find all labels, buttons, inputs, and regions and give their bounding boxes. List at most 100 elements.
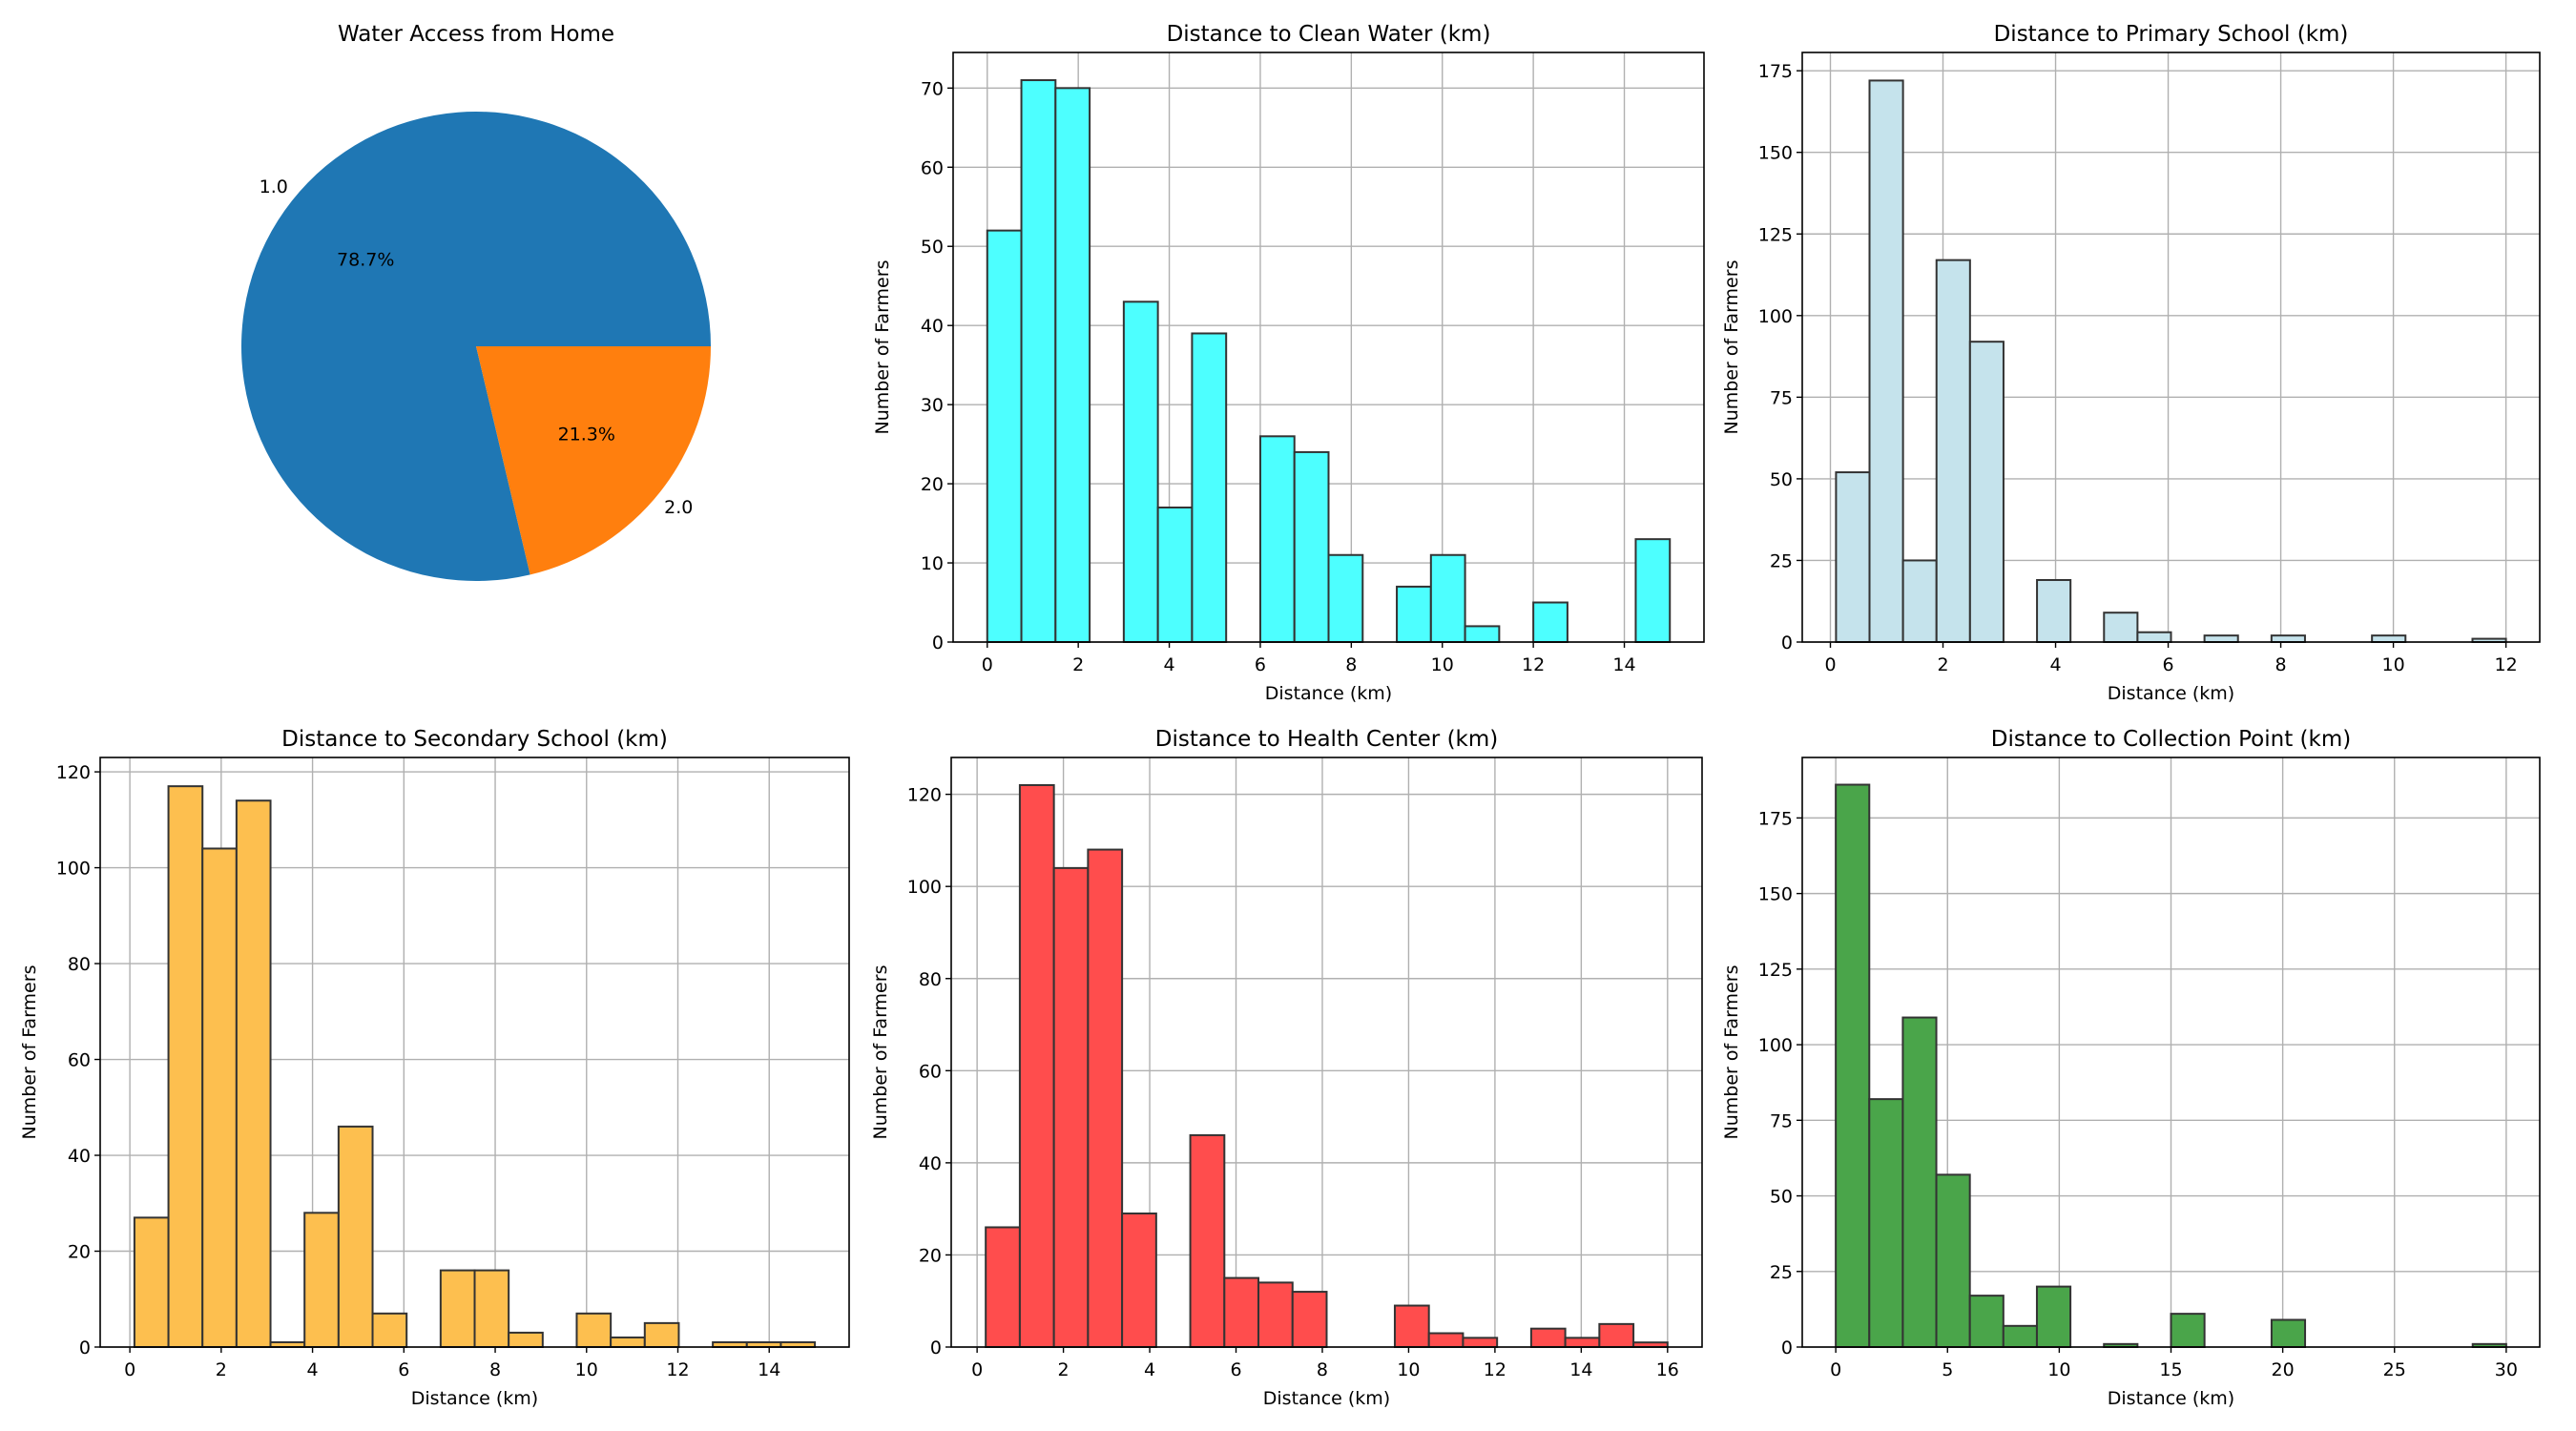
- histogram-bar: [371, 1312, 408, 1348]
- y-tick-label: 175: [1758, 61, 1793, 82]
- histogram-5: 0 5 10 15 20 25 30 0 25 50 75 100 125 150 175 Distance …: [1721, 727, 2541, 1409]
- histogram-bar: [575, 1312, 613, 1348]
- y-tick-label: 100: [56, 859, 91, 880]
- histogram-bar: [1087, 848, 1124, 1348]
- histogram-bar: [1189, 1133, 1226, 1348]
- x-tick-label: 8: [489, 1359, 501, 1380]
- histogram-bar: [1223, 1276, 1260, 1348]
- x-tick-label: 4: [307, 1359, 319, 1380]
- y-tick-label: 10: [921, 553, 944, 574]
- y-tick-label: 20: [921, 474, 944, 495]
- histogram-bar: [610, 1336, 646, 1348]
- y-tick-label: 40: [68, 1146, 91, 1167]
- x-tick-label: 6: [1255, 654, 1266, 675]
- x-tick-label: 5: [1942, 1359, 1953, 1380]
- x-tick-label: 2: [1072, 654, 1084, 675]
- histogram-bar: [1901, 559, 1938, 644]
- y-tick-label: 0: [79, 1338, 91, 1358]
- y-tick-label: 80: [68, 954, 91, 975]
- histogram-bar: [1564, 1337, 1601, 1348]
- histogram-bar: [1835, 471, 1871, 644]
- histogram-bar: [508, 1331, 544, 1349]
- y-tick-label: 125: [1758, 960, 1793, 981]
- x-tick-label: 16: [1656, 1359, 1679, 1380]
- chart-title: Distance to Secondary School (km): [281, 727, 668, 752]
- histogram-bar: [2103, 612, 2139, 643]
- x-tick-label: 2: [1937, 654, 1948, 675]
- histogram-bar: [337, 1125, 374, 1348]
- histogram-bar: [1122, 301, 1159, 643]
- y-tick-label: 25: [1770, 1262, 1793, 1283]
- histogram-bar: [1156, 506, 1194, 643]
- x-tick-label: 25: [2383, 1359, 2406, 1380]
- histogram-bar: [167, 785, 204, 1348]
- x-tick-label: 10: [1431, 654, 1454, 675]
- histogram-bar: [1054, 87, 1091, 643]
- histogram-bar: [2036, 578, 2072, 644]
- y-tick-label: 100: [1758, 1035, 1793, 1056]
- x-tick-label: 14: [1612, 654, 1635, 675]
- histogram-bar: [2203, 634, 2239, 643]
- histogram-bar: [439, 1269, 476, 1348]
- pie-chart-water-access: Water Access from Home 1.0 78.7% 2.0 21.3%: [241, 22, 711, 582]
- y-tick-label: 50: [1770, 469, 1793, 490]
- x-tick-label: 12: [1522, 654, 1545, 675]
- x-tick-label: 4: [1144, 1359, 1155, 1380]
- histogram-bar: [1968, 341, 2005, 643]
- x-tick-label: 2: [216, 1359, 227, 1380]
- y-tick-label: 40: [919, 1153, 942, 1174]
- y-tick-label: 75: [1770, 387, 1793, 408]
- histogram-bar: [2035, 1285, 2072, 1348]
- histogram-bar: [986, 229, 1023, 644]
- x-tick-label: 15: [2159, 1359, 2182, 1380]
- y-tick-label: 120: [56, 762, 91, 783]
- axes-frame: [950, 757, 1703, 1348]
- y-tick-label: 0: [930, 1338, 942, 1358]
- chart-title: Distance to Collection Point (km): [1991, 727, 2351, 752]
- y-tick-label: 0: [1781, 1338, 1793, 1358]
- y-tick-label: 175: [1758, 808, 1793, 829]
- x-tick-label: 8: [2275, 654, 2287, 675]
- x-tick-label: 2: [1058, 1359, 1070, 1380]
- x-axis-label: Distance (km): [411, 1388, 538, 1409]
- x-tick-label: 10: [2047, 1359, 2070, 1380]
- y-tick-label: 150: [1758, 143, 1793, 164]
- histogram-bar: [1393, 1304, 1430, 1348]
- y-tick-label: 75: [1770, 1110, 1793, 1131]
- histogram-bar: [201, 847, 238, 1348]
- histogram-bar: [1018, 783, 1055, 1348]
- histogram-bar: [1020, 79, 1057, 643]
- x-tick-label: 10: [2381, 654, 2404, 675]
- chart-title: Water Access from Home: [338, 22, 614, 47]
- histogram-bar: [1121, 1212, 1157, 1348]
- y-axis-label: Number of Farmers: [870, 965, 891, 1140]
- pie-pct-label: 21.3%: [558, 425, 615, 446]
- x-tick-label: 14: [1569, 1359, 1592, 1380]
- histogram-bar: [235, 799, 272, 1348]
- y-axis-label: Number of Farmers: [19, 965, 40, 1140]
- histogram-1: 0 2 4 6 8 10 12 14 0 10 20 30 40 50 60 70 Distance to Cl…: [872, 22, 1705, 704]
- histogram-bar: [1427, 1332, 1465, 1348]
- y-tick-label: 60: [919, 1061, 942, 1082]
- histogram-bar: [643, 1321, 680, 1349]
- histogram-bar: [1464, 625, 1501, 644]
- histogram-bar: [1327, 553, 1364, 643]
- histogram-bar: [1532, 601, 1568, 644]
- chart-title: Distance to Clean Water (km): [1167, 22, 1491, 47]
- histogram-bar: [1396, 585, 1432, 643]
- axes-frame: [1801, 757, 2541, 1348]
- y-tick-label: 30: [921, 395, 944, 416]
- x-tick-label: 8: [1345, 654, 1357, 675]
- y-tick-label: 60: [68, 1050, 91, 1071]
- axes-frame: [99, 757, 850, 1348]
- histogram-bar: [2270, 1318, 2307, 1349]
- histogram-bar: [1835, 783, 1871, 1348]
- x-tick-label: 14: [758, 1359, 780, 1380]
- histogram-bar: [1935, 259, 1971, 643]
- histogram-bar: [2371, 634, 2407, 643]
- x-tick-label: 6: [398, 1359, 409, 1380]
- axes-frame: [1801, 52, 2541, 643]
- y-tick-label: 80: [919, 969, 942, 990]
- x-tick-label: 0: [124, 1359, 135, 1380]
- y-tick-label: 0: [932, 633, 944, 653]
